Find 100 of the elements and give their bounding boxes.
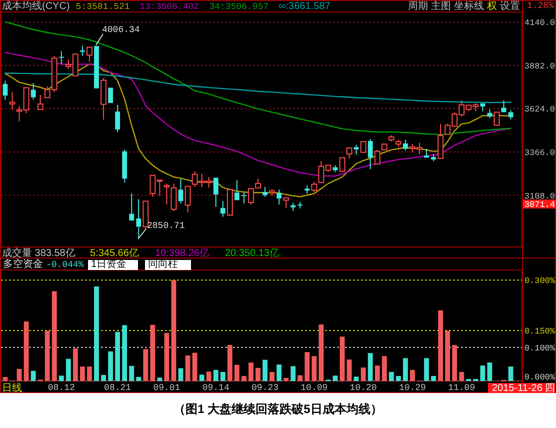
bar — [256, 368, 260, 381]
bar — [459, 372, 464, 381]
candlestick — [220, 200, 226, 218]
candlestick — [241, 191, 246, 204]
annotation: 坐标线 — [454, 0, 484, 12]
bar — [270, 372, 274, 381]
y-tick-label: 0.100% — [524, 343, 556, 354]
bar — [199, 374, 204, 381]
annotation: 周期 — [408, 0, 428, 12]
x-tick-label: 10.09 — [300, 383, 328, 393]
candlestick — [108, 88, 113, 103]
bar — [94, 286, 99, 381]
candlestick — [80, 45, 85, 56]
candlestick — [480, 103, 486, 112]
text: 20:350.13亿 — [225, 248, 280, 259]
bar — [87, 366, 92, 381]
bar — [276, 364, 282, 381]
bar — [480, 366, 486, 381]
candlestick — [115, 104, 120, 133]
bar — [438, 310, 444, 381]
annotation: 权 — [486, 0, 497, 12]
bar — [143, 349, 148, 381]
text: 13:3506.402 — [140, 2, 200, 12]
candlestick — [339, 157, 346, 172]
annotation: 2850.71 — [147, 221, 185, 231]
bar — [452, 345, 458, 381]
bar — [290, 366, 296, 381]
y-tick-label: 0.300% — [524, 276, 556, 286]
x-tick-label: 10.29 — [398, 383, 426, 393]
candlestick — [122, 148, 128, 184]
candlestick — [9, 92, 16, 110]
bar — [410, 370, 415, 381]
bar — [262, 360, 268, 381]
candlestick — [2, 80, 8, 100]
text: 2015-11-26 四 — [492, 383, 556, 394]
text: 3071.4 — [524, 200, 555, 210]
annotation: 主图 — [431, 0, 451, 12]
x-tick-label: 11.09 — [448, 383, 476, 393]
candlestick — [368, 138, 373, 170]
candlestick — [58, 50, 64, 65]
y-tick-label: 3624.0 — [524, 104, 555, 115]
bar — [122, 325, 128, 381]
text: 10:398.26亿 — [155, 248, 210, 259]
chart-title: 多空资金 — [3, 258, 43, 270]
bar — [115, 332, 120, 381]
bar — [30, 370, 36, 381]
bar — [80, 366, 85, 381]
bar — [157, 378, 162, 381]
text: ∞:3661.587 — [278, 1, 331, 12]
bar — [396, 376, 401, 381]
bar — [213, 370, 218, 381]
x-tick-label: 10.20 — [350, 383, 377, 393]
bar — [318, 324, 324, 381]
bar — [220, 372, 226, 381]
bar — [101, 374, 106, 381]
bar — [445, 330, 450, 381]
bar — [58, 376, 64, 381]
bar — [178, 368, 184, 381]
bar — [171, 280, 176, 381]
bar — [108, 351, 113, 381]
candlestick — [37, 94, 44, 110]
y-tick-label: 3108.0 — [524, 191, 555, 202]
bar — [241, 376, 246, 381]
bar — [332, 376, 338, 381]
bar — [284, 378, 289, 381]
text: （图1 大盘继续回落跌破5日成本均线） — [174, 402, 382, 416]
text: 5:3581.521 — [76, 2, 130, 12]
bar — [192, 352, 198, 381]
bar — [185, 355, 190, 381]
y-tick-label: 0.000% — [524, 372, 556, 382]
candlestick — [276, 189, 282, 206]
candlestick — [381, 144, 388, 150]
bar — [487, 362, 492, 381]
candlestick — [283, 197, 290, 208]
candlestick — [494, 112, 500, 126]
bar — [136, 376, 142, 381]
candlestick — [501, 100, 506, 112]
x-tick-label: 08.21 — [104, 383, 132, 393]
candlestick — [234, 180, 240, 200]
bar — [360, 368, 366, 381]
y-tick-label: 4140.0 — [524, 18, 555, 28]
candlestick — [298, 201, 303, 209]
candlestick — [487, 108, 492, 119]
candlestick — [226, 189, 233, 216]
y-tick-label: 0.150% — [524, 326, 556, 337]
candlestick — [360, 141, 366, 153]
bar — [298, 375, 303, 381]
bar — [402, 358, 408, 381]
bar — [150, 324, 156, 381]
y-tick-label: 3882.0 — [524, 61, 555, 72]
bar — [374, 366, 380, 381]
bar — [354, 376, 359, 381]
legend-title: 成本均线(CYC) — [2, 0, 70, 12]
candlestick — [438, 123, 444, 159]
bar — [312, 356, 317, 381]
candlestick — [178, 178, 184, 204]
bar — [248, 362, 254, 381]
text: 成交量 383.58亿 — [2, 247, 76, 259]
annotation: 设置 — [500, 0, 520, 12]
bar — [24, 321, 29, 381]
